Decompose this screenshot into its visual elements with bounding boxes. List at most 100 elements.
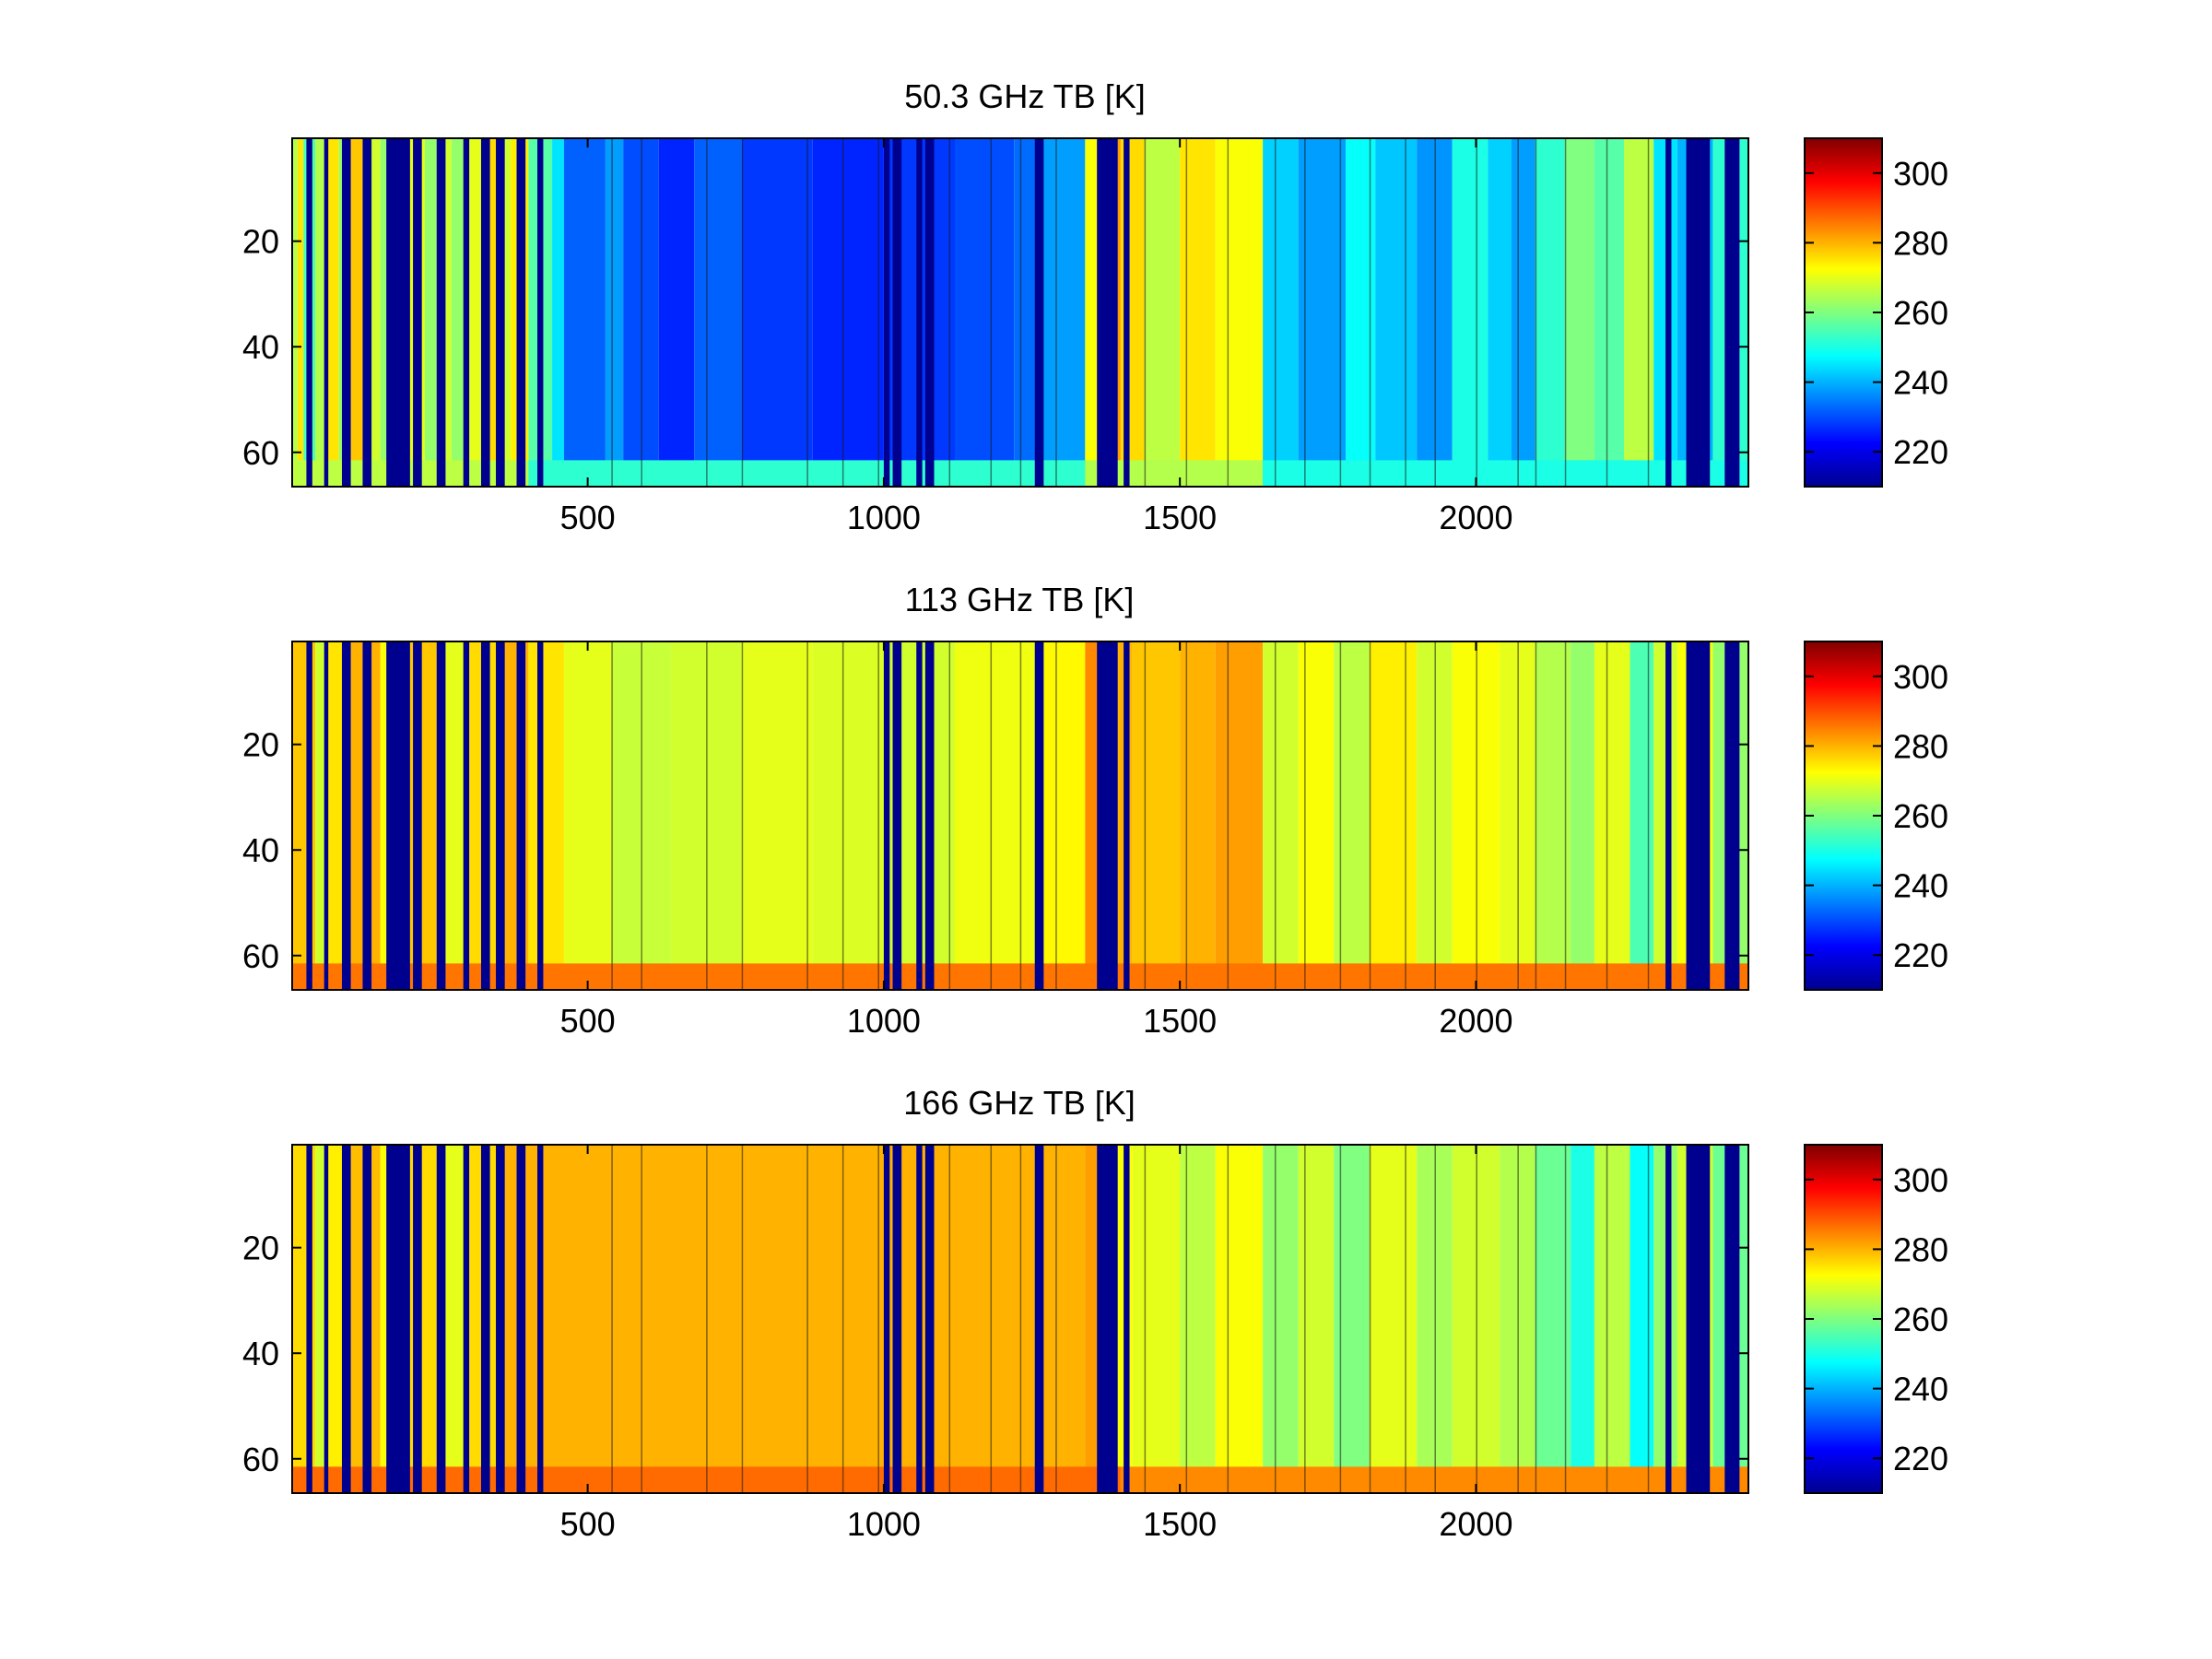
- panel-2-scan-line: [841, 641, 844, 990]
- panel-2-scan-line: [1369, 641, 1371, 990]
- panel-3-scan-line: [1517, 1145, 1519, 1493]
- panel-3-missing-column: [1034, 1145, 1044, 1493]
- panel-1-missing-column: [892, 138, 902, 487]
- panel-3-scan-line: [1476, 1145, 1477, 1493]
- panel-1-scan-line: [1517, 138, 1519, 487]
- panel-1-axis-ticks: [292, 138, 1748, 487]
- panel-1-cbar-tick-260: 260: [1893, 294, 1948, 332]
- panel-2-scan-line: [1227, 641, 1230, 990]
- panel-1-cell-segment: [812, 138, 884, 487]
- panel-2-cbar-tick-300: 300: [1893, 658, 1948, 696]
- panel-2-frame: [291, 641, 1749, 991]
- panel-2-cell-segment: [1369, 641, 1418, 990]
- panel-3-scan-line: [1339, 1145, 1342, 1493]
- panel-2-cell-segment: [812, 641, 884, 990]
- panel-1-cell-segment: [1298, 138, 1347, 487]
- panel-1-cell-segment: [1564, 138, 1594, 487]
- panel-1-cell-segment: [1594, 138, 1625, 487]
- panel-2-scan-line: [990, 641, 993, 990]
- panel-3-scan-line: [1185, 1145, 1188, 1493]
- panel-1-cell-segment: [1488, 138, 1512, 487]
- panel-1-scan-line: [1144, 138, 1147, 487]
- panel-2-missing-column: [463, 641, 470, 990]
- panel-3-xtick-500: 500: [560, 1505, 616, 1543]
- panel-1-scan-line: [1019, 138, 1022, 487]
- panel-1-cell-segment: [552, 138, 564, 487]
- panel-1-cell-segment: [292, 138, 298, 487]
- panel-3-missing-column: [386, 1145, 410, 1493]
- panel-2-scan-line: [1144, 641, 1147, 990]
- panel-1-scan-line: [1227, 138, 1230, 487]
- panel-3-ytick-20: 20: [242, 1230, 279, 1267]
- panel-3-scan-line: [1274, 1145, 1277, 1493]
- panel-3-missing-column: [496, 1145, 505, 1493]
- panel-1-missing-column: [924, 138, 935, 487]
- panel-2-cell-segment: [1334, 641, 1370, 990]
- panel-2-xtick-1500: 1500: [1143, 1002, 1217, 1040]
- panel-1-ytick-40: 40: [242, 328, 279, 366]
- panel-3: 166 GHz TB [K] 500 1000 1500 2000 20 40 …: [242, 1084, 1948, 1543]
- panel-3-missing-column: [480, 1145, 490, 1493]
- panel-2-cell-segment: [741, 641, 813, 990]
- panel-1-missing-column: [386, 138, 410, 487]
- panel-2-missing-column: [413, 641, 422, 990]
- panel-3-scan-line: [1055, 1145, 1057, 1493]
- panel-3-missing-column: [1665, 1145, 1672, 1493]
- panel-3-missing-column: [436, 1145, 446, 1493]
- panel-2-missing-column: [324, 641, 329, 990]
- panel-3-scan-line: [1535, 1145, 1537, 1493]
- panel-1-missing-column: [537, 138, 544, 487]
- panel-1-cell-segment: [1144, 138, 1181, 487]
- panel-1-missing-column: [463, 138, 470, 487]
- panel-2-title: 113 GHz TB [K]: [905, 581, 1135, 618]
- panel-1-cell-segment: [297, 138, 304, 487]
- panel-2: 113 GHz TB [K] 500 1000 1500 2000 20 40 …: [242, 581, 1948, 1040]
- panel-1-cbar-tick-280: 280: [1893, 224, 1948, 262]
- panel-1-missing-column: [1034, 138, 1044, 487]
- panel-1-missing-column: [341, 138, 351, 487]
- panel-2-cell-segment: [1535, 641, 1571, 990]
- panel-1-scan-line: [841, 138, 844, 487]
- panel-3-missing-column: [1097, 1145, 1118, 1493]
- panel-3-scan-line: [706, 1145, 708, 1493]
- panel-2-cell-segment: [1037, 641, 1086, 990]
- panel-3-frame: [291, 1144, 1749, 1494]
- panel-2-scan-line: [948, 641, 951, 990]
- panel-3-colorbar-ticks: [1805, 1178, 1882, 1460]
- panel-1-missing-column: [916, 138, 923, 487]
- panel-3-scan-line: [841, 1145, 844, 1493]
- panel-1-cell-segment: [741, 138, 813, 487]
- panel-1-scan-line: [1274, 138, 1277, 487]
- panel-1-scan-line: [741, 138, 744, 487]
- panel-1-cbar-tick-220: 220: [1893, 433, 1948, 471]
- panel-3-missing-column: [916, 1145, 923, 1493]
- panel-1-missing-column: [436, 138, 446, 487]
- panel-3-missing-column: [306, 1145, 312, 1493]
- panel-3-missing-column: [892, 1145, 902, 1493]
- panel-1-scan-line: [1535, 138, 1537, 487]
- panel-2-cbar-tick-280: 280: [1893, 727, 1948, 765]
- panel-3-missing-column: [1124, 1145, 1130, 1493]
- panel-2-missing-column: [362, 641, 372, 990]
- panel-3-missing-column: [883, 1145, 890, 1493]
- panel-3-cell-segment: [1334, 1145, 1370, 1493]
- panel-2-scan-line: [877, 641, 879, 990]
- panel-2-scan-line: [641, 641, 642, 990]
- panel-1-cell-segment: [1511, 138, 1535, 487]
- panel-1-missing-column: [1665, 138, 1672, 487]
- panel-1-cbar-tick-240: 240: [1893, 364, 1948, 402]
- panel-2-cell-segment: [1298, 641, 1335, 990]
- panel-1-scan-line: [1185, 138, 1188, 487]
- panel-1-missing-column: [1724, 138, 1740, 487]
- panel-2-scan-line: [1019, 641, 1022, 990]
- panel-1-scan-line: [806, 138, 808, 487]
- panel-1-cell-segment: [1263, 138, 1299, 487]
- panel-2-missing-column: [480, 641, 490, 990]
- panel-3-scan-line: [1304, 1145, 1306, 1493]
- panel-3-cell-segment: [1594, 1145, 1630, 1493]
- panel-2-ytick-40: 40: [242, 831, 279, 869]
- panel-2-missing-column: [1686, 641, 1711, 990]
- panel-1-missing-column: [324, 138, 329, 487]
- panel-1-missing-column: [413, 138, 422, 487]
